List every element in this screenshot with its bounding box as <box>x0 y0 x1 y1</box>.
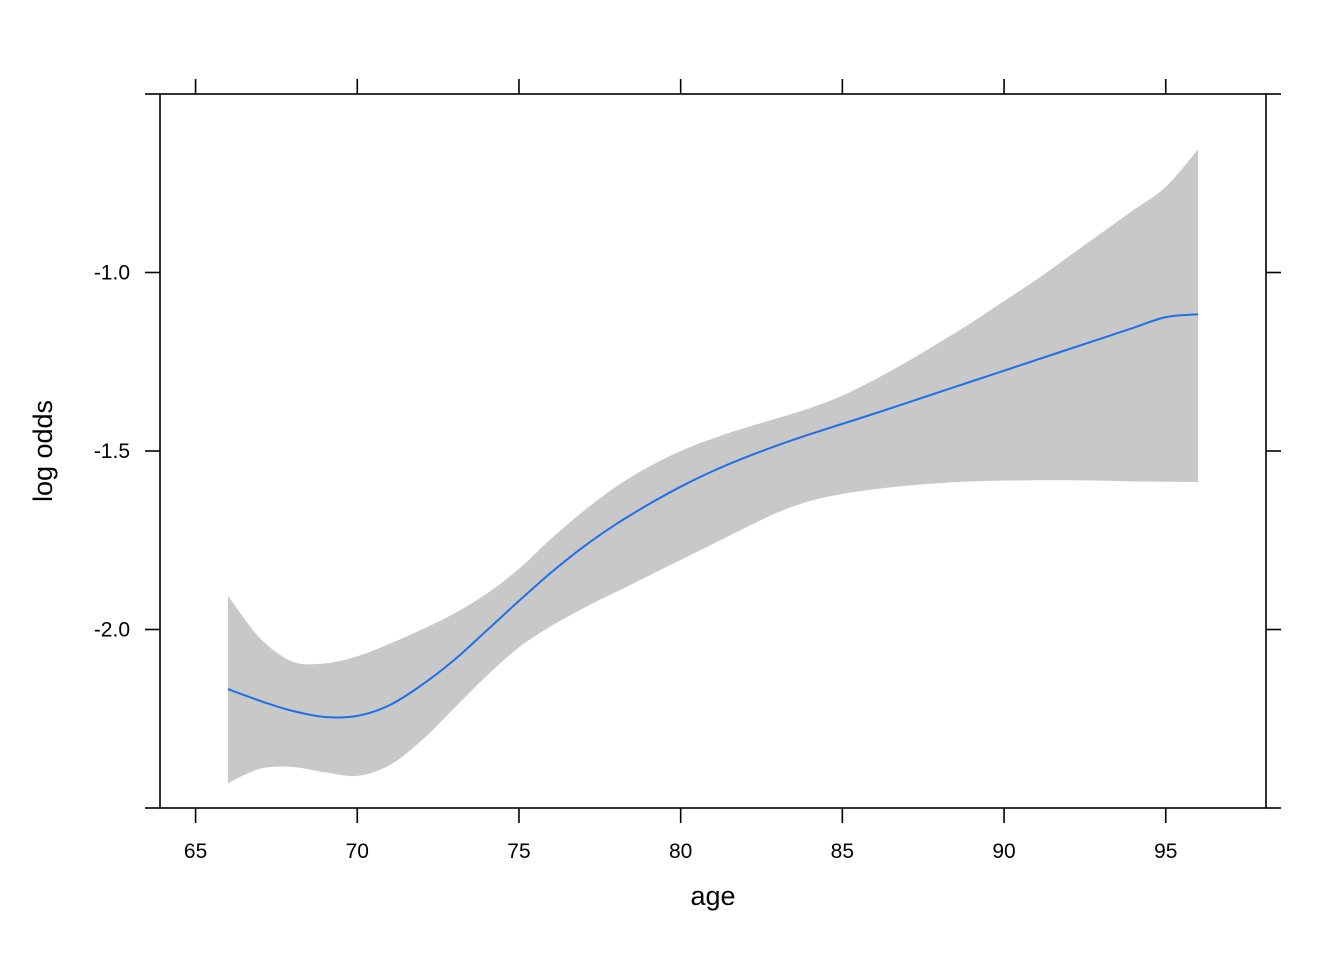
x-tick-label: 80 <box>669 840 692 863</box>
confidence-band <box>227 149 1199 784</box>
x-tick-label: 75 <box>507 840 530 863</box>
x-axis-title: age <box>690 881 735 911</box>
y-axis-title: log odds <box>28 400 58 502</box>
y-tick-label: -1.0 <box>94 262 130 285</box>
y-tick-label: -2.0 <box>94 619 130 642</box>
y-tick-label: -1.5 <box>94 440 130 463</box>
fit-line <box>227 313 1199 719</box>
x-tick-label: 90 <box>992 840 1015 863</box>
x-tick-label: 95 <box>1154 840 1177 863</box>
x-tick-label: 85 <box>831 840 854 863</box>
x-tick-label: 70 <box>346 840 369 863</box>
x-tick-label: 65 <box>184 840 207 863</box>
